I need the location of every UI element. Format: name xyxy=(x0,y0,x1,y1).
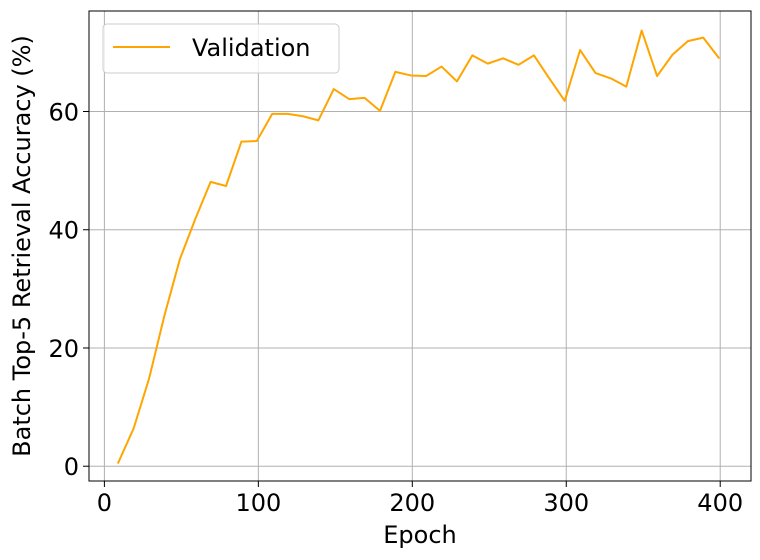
legend: Validation xyxy=(102,23,340,74)
x-tick-label: 0 xyxy=(97,489,112,517)
grid-lines xyxy=(89,11,751,481)
x-tick-label: 100 xyxy=(235,489,281,517)
series-line-validation xyxy=(116,29,721,464)
y-tick-label: 20 xyxy=(48,335,79,363)
plot-frame xyxy=(88,10,752,482)
x-tick-label: 300 xyxy=(543,489,589,517)
y-tick-label: 40 xyxy=(48,217,79,245)
legend-box xyxy=(102,23,340,74)
x-tick-label: 200 xyxy=(389,489,435,517)
legend-label-validation: Validation xyxy=(192,34,311,62)
x-tick-label: 400 xyxy=(697,489,743,517)
axis-ticks: 0 100 200 300 400 0 20 40 60 xyxy=(48,99,743,517)
x-axis-label: Epoch xyxy=(383,521,457,549)
series-lines xyxy=(116,29,721,464)
y-axis-label: Batch Top-5 Retrieval Accuracy (%) xyxy=(8,35,36,457)
y-tick-label: 60 xyxy=(48,99,79,127)
y-tick-label: 0 xyxy=(64,453,79,481)
